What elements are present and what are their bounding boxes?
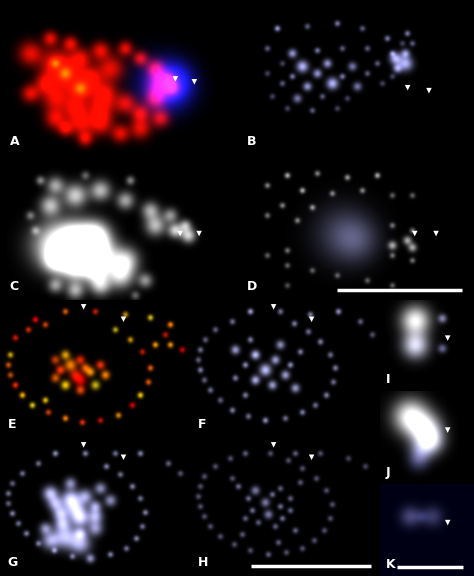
Text: K: K [386, 558, 395, 571]
Text: H: H [198, 556, 208, 569]
Text: A: A [9, 135, 19, 147]
Text: F: F [198, 418, 206, 431]
Text: D: D [246, 280, 257, 293]
Text: C: C [9, 280, 18, 293]
Text: E: E [8, 418, 16, 431]
Text: J: J [386, 467, 390, 479]
Text: B: B [246, 135, 256, 147]
Text: G: G [8, 556, 18, 569]
Text: I: I [386, 373, 390, 386]
